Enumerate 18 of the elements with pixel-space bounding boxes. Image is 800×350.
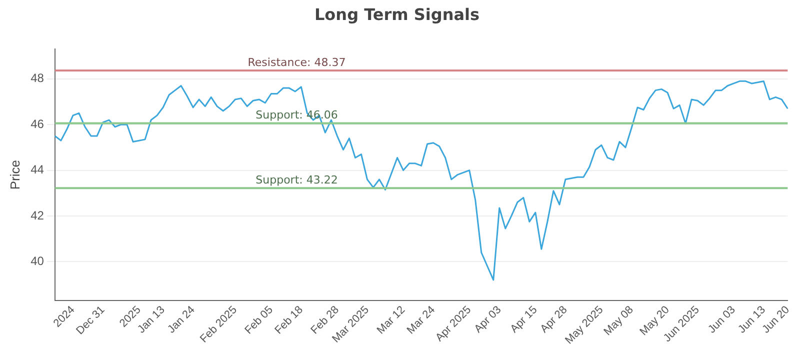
y-tick-label: 46 — [30, 116, 44, 131]
y-tick-label: 44 — [30, 162, 44, 177]
ref-line-label: Support: 43.22 — [256, 173, 338, 186]
x-tick-label: Feb 18 — [272, 304, 306, 337]
y-axis-title: Price — [7, 160, 22, 190]
y-tick-label: 40 — [30, 254, 44, 268]
y-tick-label: 48 — [30, 71, 44, 86]
x-tick-label: Dec 31 — [74, 304, 108, 338]
x-tick-label: May 08 — [602, 304, 636, 338]
x-tick-label: Feb 05 — [242, 304, 276, 337]
chart-title: Long Term Signals — [314, 4, 480, 24]
x-tick-label: Jan 24 — [166, 304, 198, 336]
x-tick-label: Apr 15 — [508, 304, 540, 336]
x-tick-label: Jun 03 — [706, 304, 738, 336]
y-tick-label: 42 — [30, 208, 44, 222]
x-tick-label: Apr 28 — [538, 304, 570, 336]
ref-line-label: Resistance: 48.37 — [248, 56, 346, 69]
x-tick-label: Apr 03 — [472, 304, 504, 336]
